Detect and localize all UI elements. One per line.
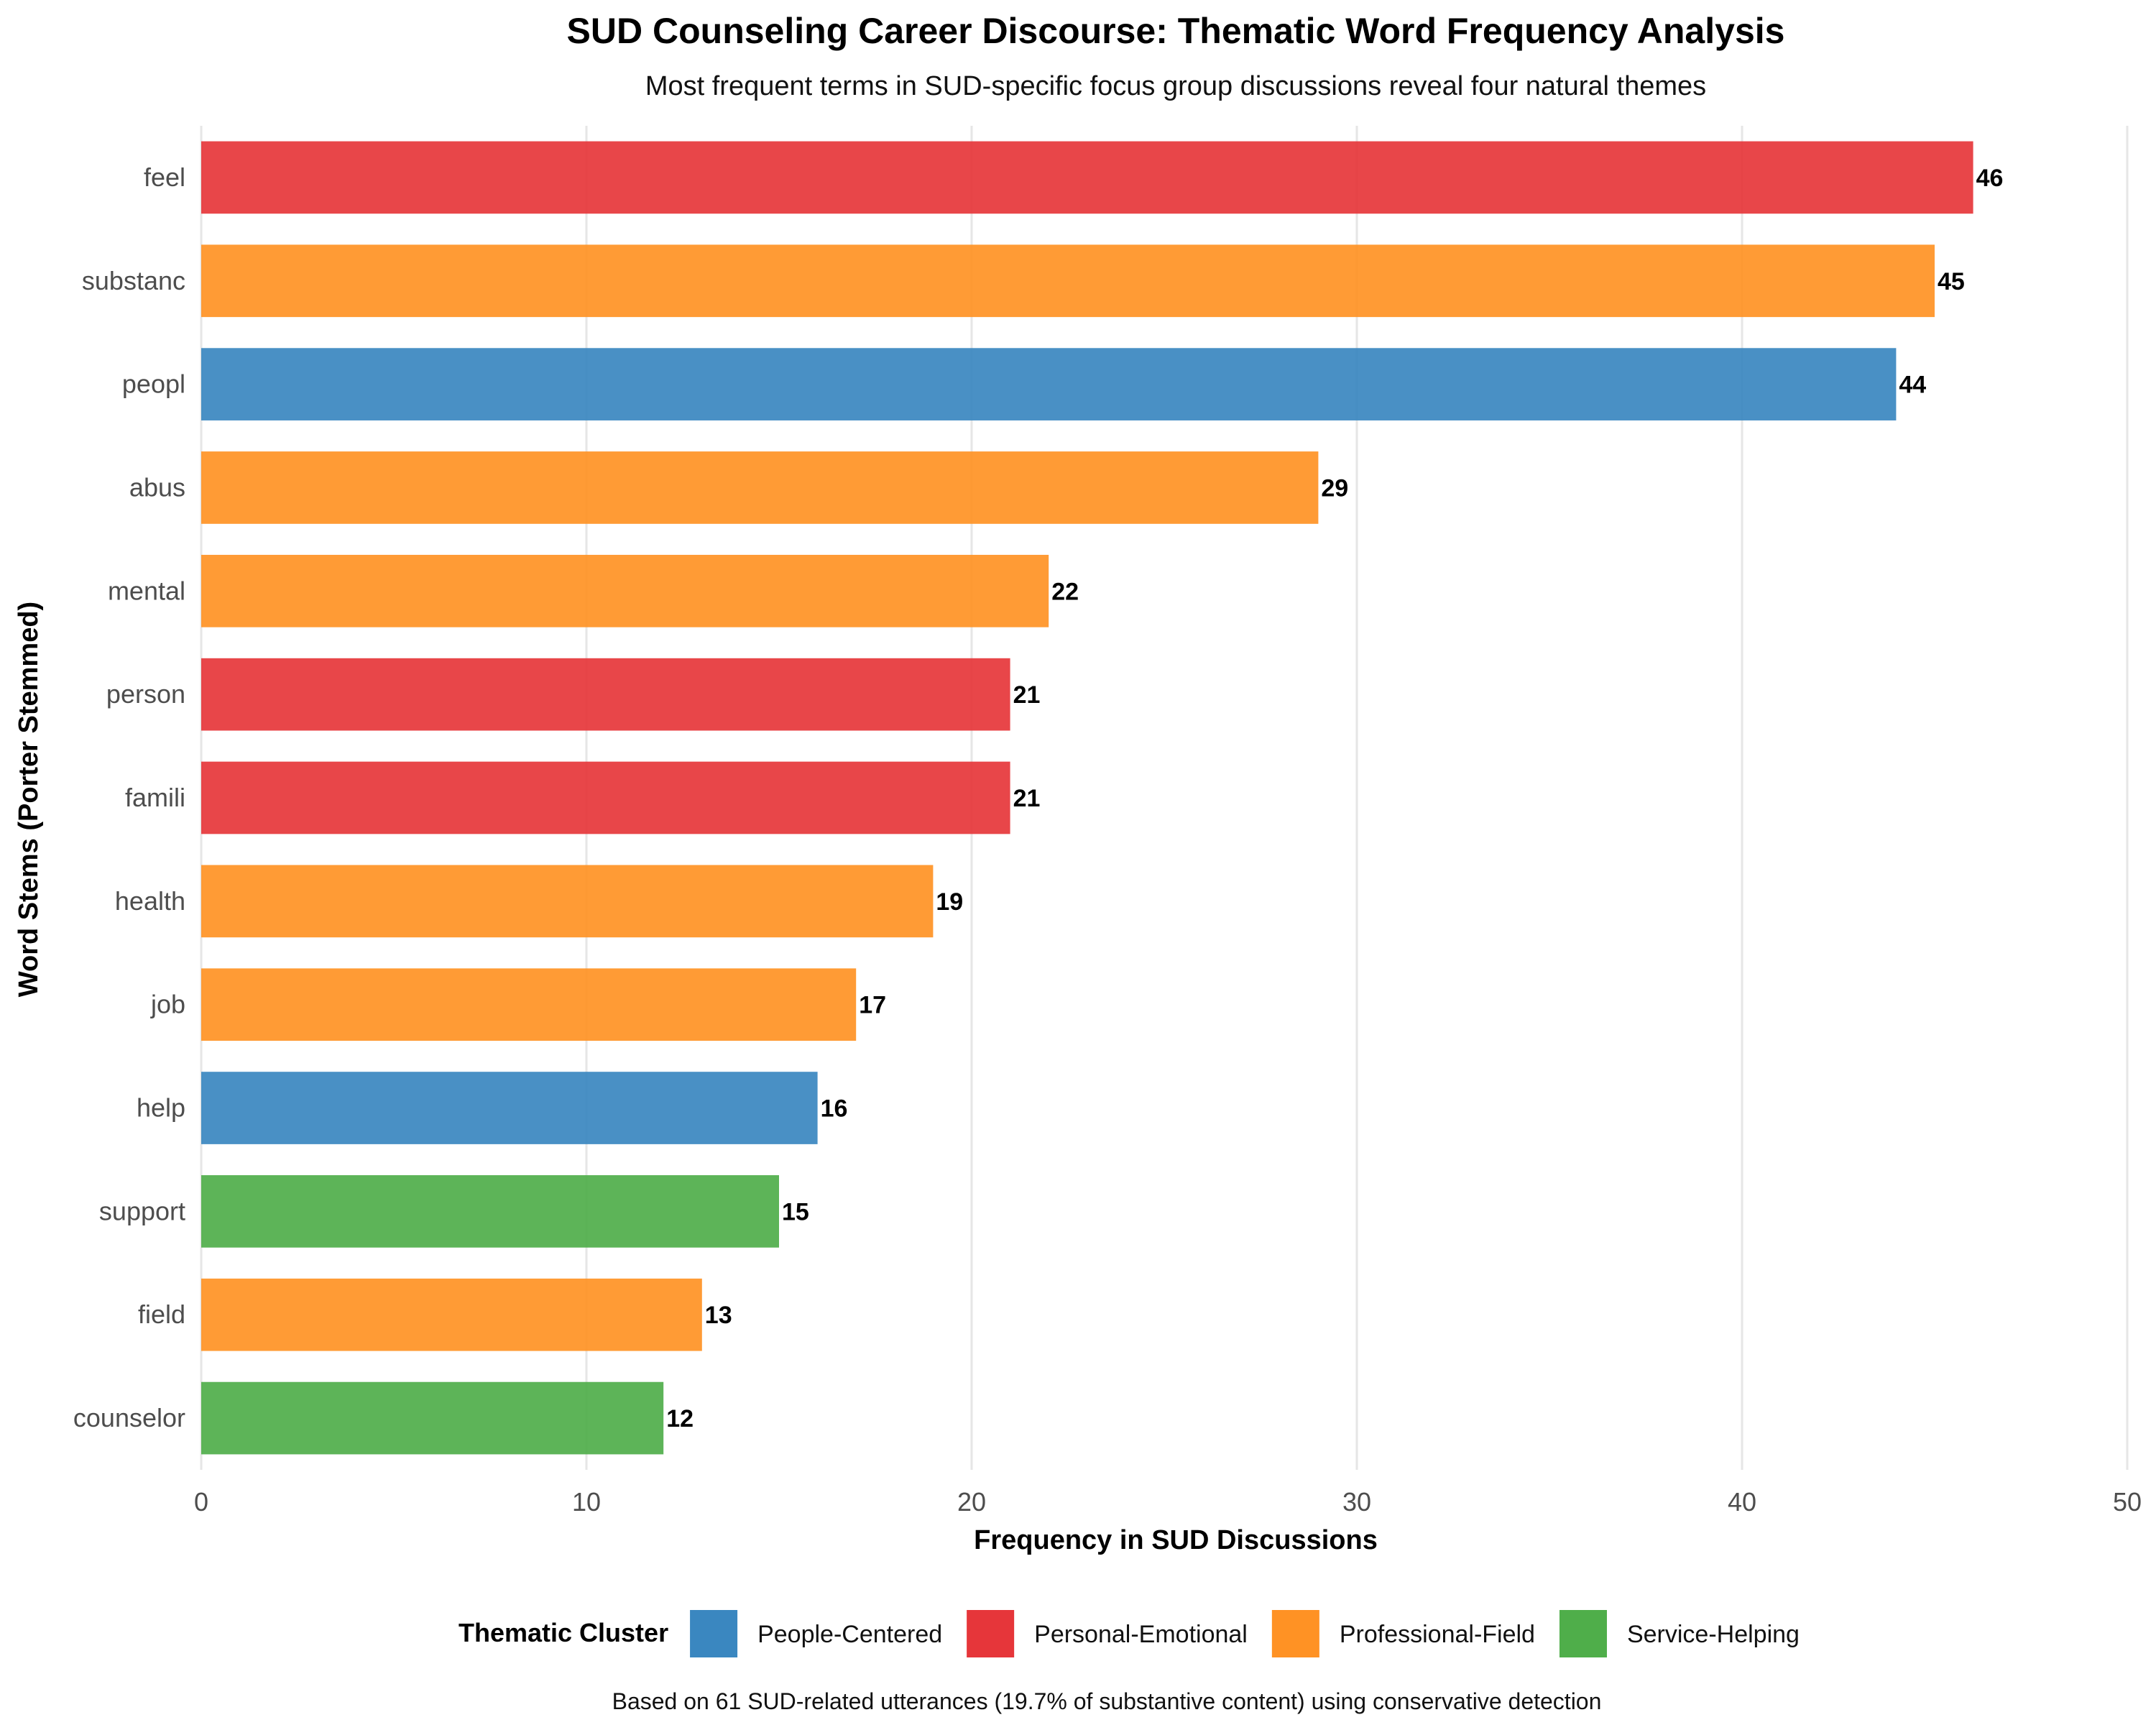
data-label-person: 21 <box>1013 681 1041 709</box>
bar-job <box>201 968 857 1041</box>
y-tick-label-famili: famili <box>125 783 185 812</box>
legend-swatch-people-centered <box>690 1610 738 1657</box>
y-tick-label-substanc: substanc <box>82 266 185 295</box>
x-tick-label: 0 <box>194 1487 208 1517</box>
data-label-help: 16 <box>821 1095 848 1123</box>
data-label-health: 19 <box>936 888 963 916</box>
x-tick-labels: 0 10 20 30 40 50 <box>194 1487 2142 1517</box>
y-tick-label-mental: mental <box>108 576 185 605</box>
chart-title: SUD Counseling Career Discourse: Themati… <box>567 11 1785 51</box>
bar-help <box>201 1072 818 1144</box>
bar-support <box>201 1175 779 1248</box>
data-label-job: 17 <box>859 992 886 1019</box>
bar-famili <box>201 761 1010 834</box>
bar-health <box>201 865 934 938</box>
bar-mental <box>201 554 1049 627</box>
data-label-field: 13 <box>705 1302 732 1329</box>
legend-label-personal-emotional: Personal-Emotional <box>1034 1621 1248 1648</box>
x-tick-label: 50 <box>2113 1487 2142 1517</box>
y-axis-title: Word Stems (Porter Stemmed) <box>14 602 44 997</box>
bar-substanc <box>201 244 1935 318</box>
y-tick-label-feel: feel <box>144 162 185 192</box>
y-tick-label-person: person <box>106 679 185 709</box>
y-tick-label-peopl: peopl <box>122 369 185 399</box>
bar-abus <box>201 451 1319 524</box>
y-tick-label-health: health <box>115 886 185 916</box>
y-tick-label-field: field <box>138 1300 185 1329</box>
chart-caption: Based on 61 SUD-related utterances (19.7… <box>612 1688 1602 1714</box>
chart-subtitle: Most frequent terms in SUD-specific focu… <box>645 71 1706 101</box>
data-label-peopl: 44 <box>1899 372 1926 399</box>
legend-label-professional-field: Professional-Field <box>1340 1621 1535 1648</box>
y-tick-label-help: help <box>137 1093 185 1123</box>
bar-feel <box>201 141 1973 214</box>
bar-person <box>201 658 1010 731</box>
legend-swatch-professional-field <box>1271 1610 1319 1657</box>
x-tick-label: 10 <box>572 1487 601 1517</box>
data-label-support: 15 <box>782 1198 809 1225</box>
x-tick-label: 40 <box>1728 1487 1756 1517</box>
x-tick-label: 30 <box>1342 1487 1371 1517</box>
x-tick-label: 20 <box>957 1487 986 1517</box>
bar-field <box>201 1278 702 1351</box>
legend-items: People-Centered Personal-Emotional Profess… <box>690 1610 1800 1657</box>
legend-title: Thematic Cluster <box>459 1618 668 1647</box>
legend: Thematic Cluster People-Centered Personal… <box>459 1610 1800 1657</box>
x-axis-title: Frequency in SUD Discussions <box>974 1525 1378 1555</box>
y-tick-label-abus: abus <box>129 472 185 502</box>
legend-label-service-helping: Service-Helping <box>1627 1621 1800 1648</box>
bars <box>201 141 1973 1455</box>
legend-swatch-personal-emotional <box>967 1610 1015 1657</box>
data-label-famili: 21 <box>1013 785 1041 812</box>
data-label-mental: 22 <box>1051 578 1079 605</box>
bar-peopl <box>201 348 1897 420</box>
data-label-counselor: 12 <box>666 1405 694 1432</box>
legend-swatch-service-helping <box>1559 1610 1607 1657</box>
y-tick-label-support: support <box>99 1196 185 1225</box>
data-label-substanc: 45 <box>1938 268 1965 295</box>
legend-label-people-centered: People-Centered <box>757 1621 942 1648</box>
data-label-feel: 46 <box>1976 165 2004 192</box>
data-label-abus: 29 <box>1321 474 1348 502</box>
y-tick-label-job: job <box>150 990 185 1019</box>
bar-counselor <box>201 1381 664 1455</box>
y-tick-labels: feel substanc peopl abus mental person famili h… <box>73 162 185 1432</box>
data-labels: 46 45 44 29 22 21 21 19 17 16 15 13 12 <box>666 165 2003 1432</box>
y-tick-label-counselor: counselor <box>73 1403 185 1432</box>
